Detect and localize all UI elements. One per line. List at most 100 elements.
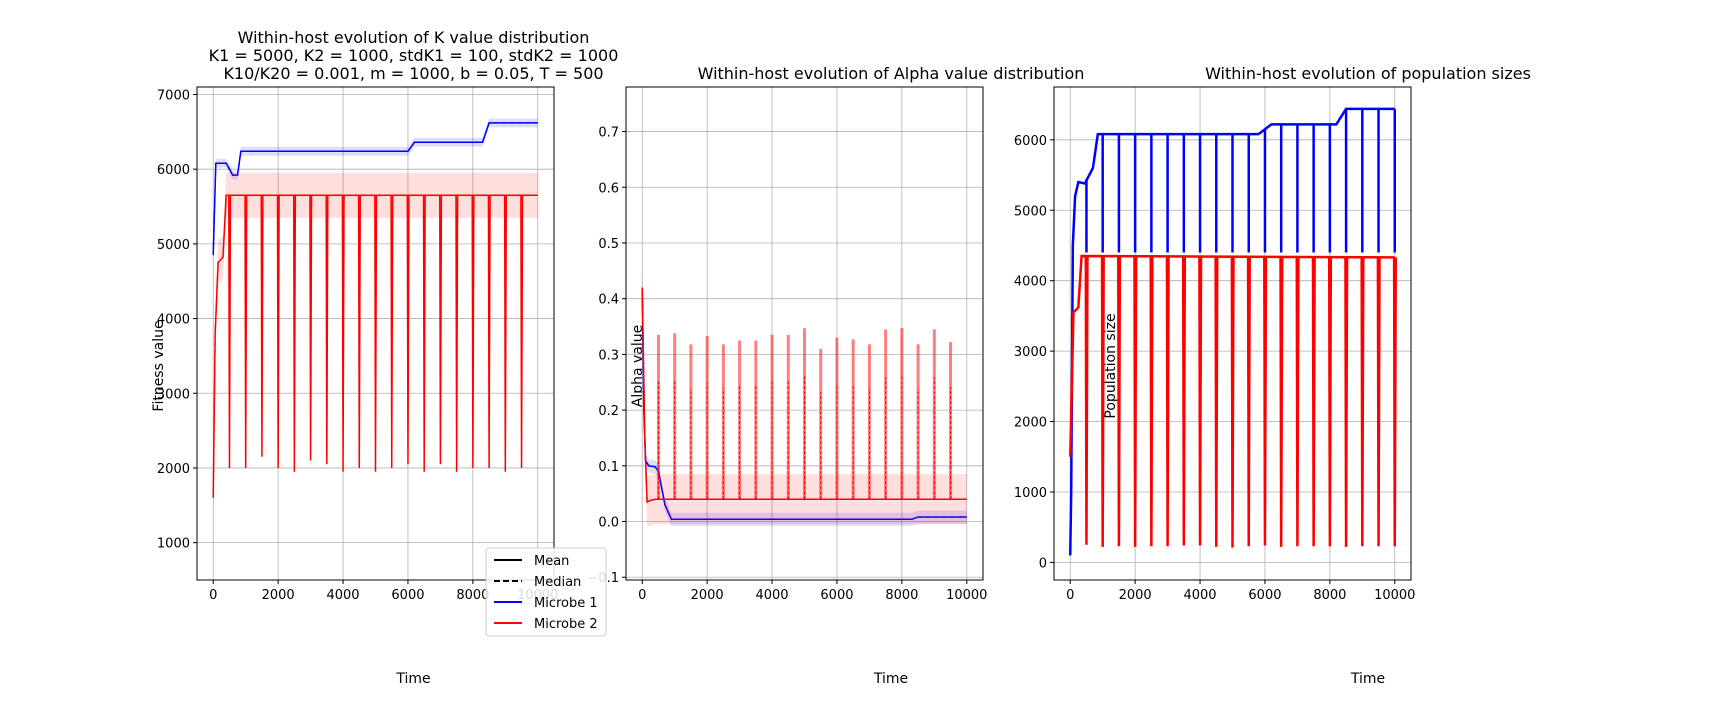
population-microbe-2-dip	[1198, 256, 1203, 546]
k-microbe-2-dip	[503, 195, 508, 472]
legend: Mean Median Microbe 1 Microbe 2	[485, 547, 607, 637]
population-x-tick-label: 8000	[1313, 588, 1346, 603]
alpha-title: Within-host evolution of Alpha value dis…	[698, 64, 1085, 83]
population-microbe-2-dip	[1214, 256, 1219, 547]
k-microbe-2-dip	[244, 195, 248, 468]
k-microbe-2-dip	[357, 195, 361, 468]
population-microbe-2-dip	[1263, 256, 1268, 546]
k-y-tick-label: 2000	[157, 462, 190, 477]
k-title-line-3: K10/K20 = 0.001, m = 1000, b = 0.05, T =…	[223, 64, 603, 83]
population-microbe-1-mean-line	[1068, 107, 1395, 556]
population-y-tick-label: 0	[1039, 556, 1047, 571]
population-microbe-2-dip	[1246, 256, 1251, 547]
k-y-tick-label: 4000	[157, 313, 190, 328]
k-y-tick-label: 7000	[157, 88, 190, 103]
population-axes-frame	[1053, 86, 1412, 581]
k-microbe-2-dip	[374, 195, 378, 472]
population-microbe-2-dip	[1165, 256, 1170, 547]
alpha-y-tick-label: 0.6	[598, 181, 619, 196]
alpha-axes-frame	[625, 86, 984, 581]
k-x-tick-label: 6000	[391, 588, 424, 603]
alpha-x-tick-label: 0	[638, 588, 646, 603]
alpha-x-tick-label: 4000	[755, 588, 788, 603]
alpha-x-tick-label: 10000	[946, 588, 987, 603]
population-y-tick-label: 6000	[1014, 134, 1047, 149]
population-x-axis-label: Time	[1350, 671, 1385, 687]
population-microbe-2-dip	[1181, 256, 1187, 546]
k-x-tick-label: 2000	[262, 588, 295, 603]
k-x-tick-label: 4000	[326, 588, 359, 603]
population-microbe-2-dip	[1344, 257, 1349, 547]
k-x-tick-label: 8000	[456, 588, 489, 603]
k-microbe-2-dip	[422, 195, 426, 472]
k-microbe-2-dip	[487, 195, 491, 468]
population-microbe-2-dip	[1295, 256, 1300, 547]
population-x-tick-label: 0	[1066, 588, 1074, 603]
k-microbe-2-dip	[406, 195, 410, 465]
population-microbe-2-dip	[1360, 257, 1365, 547]
population-microbe-2-dip	[1392, 257, 1397, 547]
k-microbe-2-dip	[325, 195, 329, 465]
k-x-tick-label: 0	[209, 588, 217, 603]
alpha-x-tick-label: 6000	[820, 588, 853, 603]
legend-microbe-2-label: Microbe 2	[534, 617, 598, 632]
population-y-axis-label: Population size	[1103, 313, 1119, 418]
population-microbe-2-dip	[1133, 256, 1138, 547]
alpha-x-tick-label: 8000	[885, 588, 918, 603]
k-microbe-2-dip	[309, 195, 313, 461]
k-plot-area	[212, 118, 538, 521]
population-x-tick-label: 2000	[1119, 588, 1152, 603]
k-y-axis-label: Fitness value	[151, 320, 167, 411]
alpha-y-tick-label: 0.2	[598, 404, 619, 419]
population-x-tick-label: 6000	[1248, 588, 1281, 603]
alpha-y-tick-label: 0.3	[598, 348, 619, 363]
legend-microbe-1-label: Microbe 1	[534, 596, 598, 611]
population-y-tick-label: 3000	[1014, 345, 1047, 360]
population-microbe-2-dip	[1084, 256, 1089, 545]
k-microbe-1-band	[213, 118, 538, 260]
k-x-axis-label: Time	[395, 671, 430, 687]
legend-mean-label: Mean	[534, 554, 569, 569]
population-y-tick-label: 4000	[1014, 275, 1047, 290]
population-microbe-2-dip	[1311, 257, 1316, 547]
population-microbe-2-dip	[1100, 256, 1105, 547]
k-microbe-2-dip	[390, 195, 394, 468]
k-axes-frame	[196, 86, 555, 581]
population-y-tick-label: 1000	[1014, 486, 1047, 501]
population-microbe-2-dip	[1376, 257, 1381, 547]
k-microbe-2-dip	[341, 195, 345, 472]
population-y-tick-label: 5000	[1014, 204, 1047, 219]
population-y-tick-label: 2000	[1014, 416, 1047, 431]
population-microbe-2-dip	[1327, 257, 1333, 547]
k-microbe-2-dip	[520, 195, 524, 468]
population-microbe-2-dip	[1279, 256, 1284, 547]
population-size-panel: Within-host evolution of population size…	[1014, 64, 1531, 687]
k-title-line-1: Within-host evolution of K value distrib…	[238, 28, 590, 47]
alpha-y-tick-label: 0.0	[598, 516, 619, 531]
k-value-panel: Within-host evolution of K value distrib…	[151, 28, 618, 687]
k-title-line-2: K1 = 5000, K2 = 1000, stdK1 = 100, stdK2…	[209, 46, 619, 65]
k-microbe-2-dip	[228, 195, 232, 468]
k-y-tick-label: 6000	[157, 163, 190, 178]
legend-box	[485, 547, 607, 637]
population-title: Within-host evolution of population size…	[1205, 64, 1531, 83]
alpha-y-tick-label: 0.5	[598, 237, 619, 252]
population-x-tick-label: 10000	[1374, 588, 1415, 603]
alpha-x-axis-label: Time	[873, 671, 908, 687]
k-microbe-2-dip	[471, 195, 475, 468]
alpha-y-tick-label: 0.1	[598, 460, 619, 475]
k-y-tick-label: 3000	[157, 387, 190, 402]
population-microbe-2-dip	[1149, 256, 1154, 547]
k-microbe-2-dip	[260, 195, 264, 457]
k-y-tick-label: 1000	[157, 537, 190, 552]
k-y-tick-label: 5000	[157, 238, 190, 253]
alpha-y-tick-label: 0.7	[598, 126, 619, 141]
population-x-tick-label: 4000	[1183, 588, 1216, 603]
alpha-value-panel: Within-host evolution of Alpha value dis…	[587, 64, 1084, 687]
alpha-microbe-2-median-line	[641, 287, 967, 503]
alpha-x-tick-label: 2000	[691, 588, 724, 603]
k-microbe-2-dip	[276, 195, 280, 468]
k-microbe-2-dip	[292, 195, 297, 472]
